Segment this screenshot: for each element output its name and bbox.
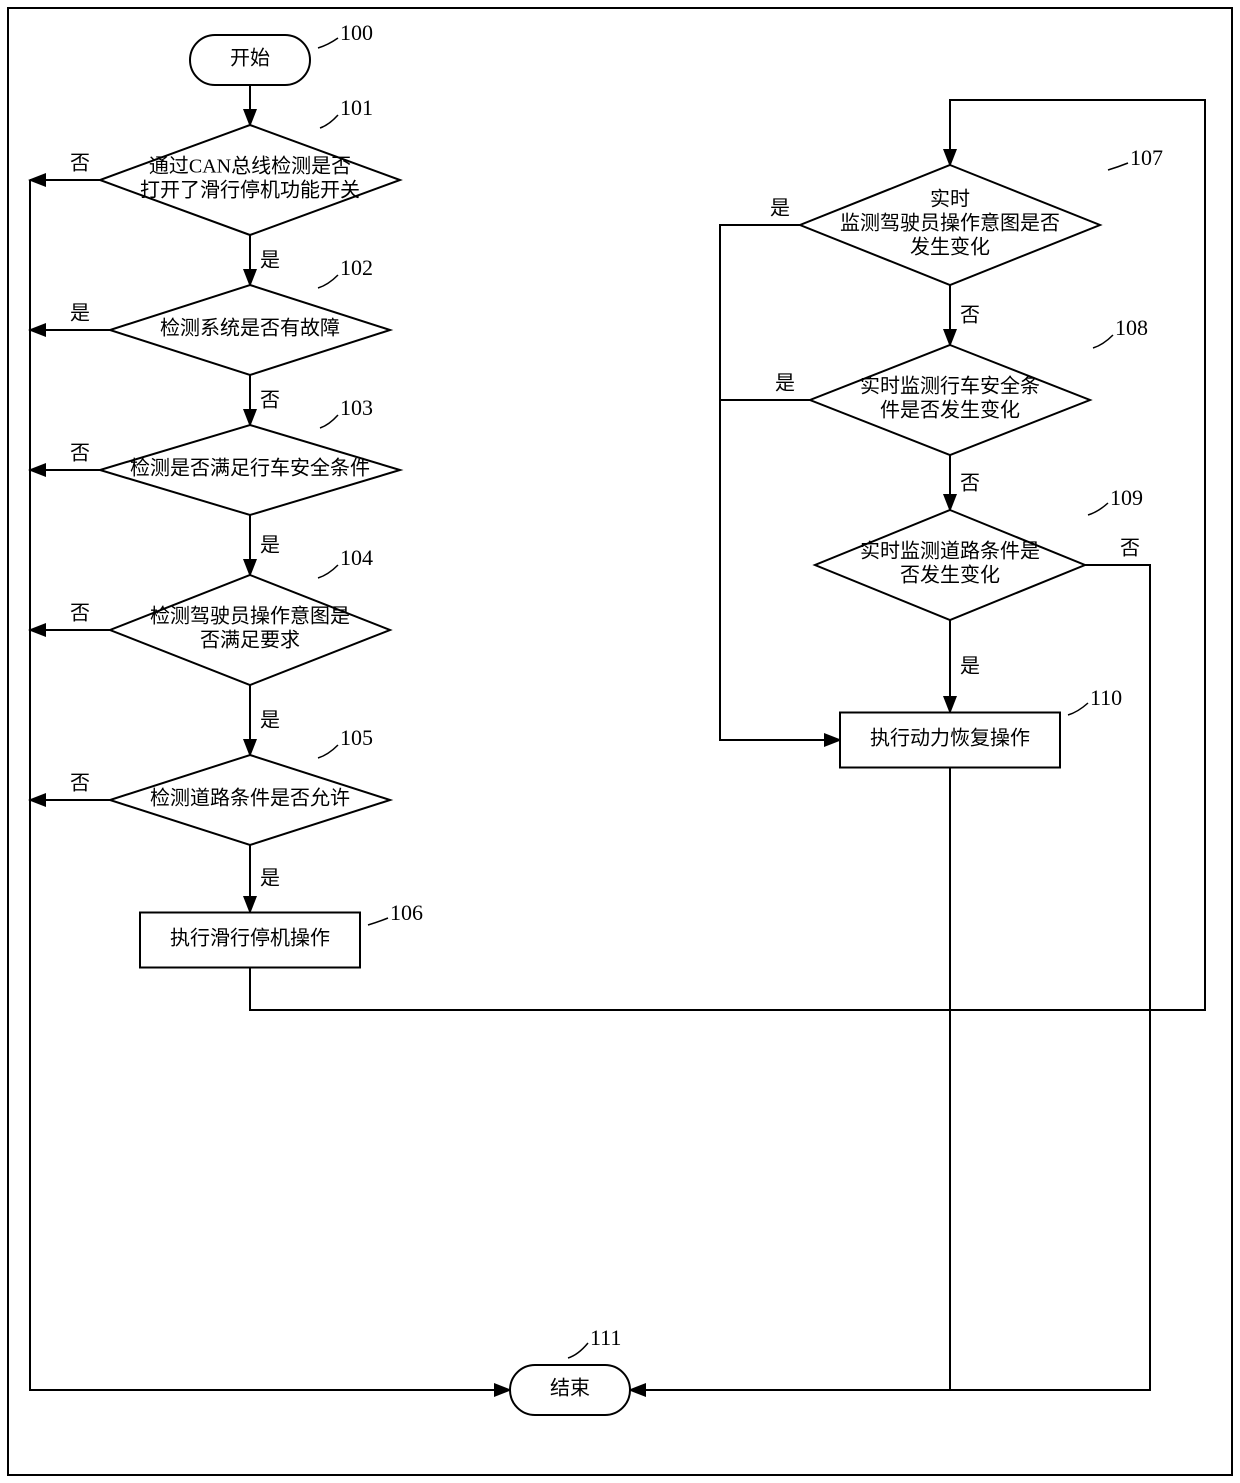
svg-text:102: 102 [340,255,373,280]
svg-text:是: 是 [260,250,280,272]
svg-text:101: 101 [340,95,373,120]
svg-text:是: 是 [260,710,280,732]
svg-text:监测驾驶员操作意图是否: 监测驾驶员操作意图是否 [840,212,1060,235]
svg-text:打开了滑行停机功能开关: 打开了滑行停机功能开关 [140,179,360,202]
svg-text:开始: 开始 [230,47,270,70]
svg-text:是: 是 [70,303,90,325]
svg-text:否: 否 [70,773,90,795]
svg-text:108: 108 [1115,315,1148,340]
svg-text:是: 是 [260,868,280,890]
svg-text:检测系统是否有故障: 检测系统是否有故障 [160,317,340,340]
svg-text:是: 是 [960,656,980,678]
svg-text:否: 否 [960,473,980,495]
svg-text:是: 是 [775,373,795,395]
svg-text:否发生变化: 否发生变化 [900,564,1000,587]
svg-text:是: 是 [260,535,280,557]
svg-text:106: 106 [390,900,423,925]
svg-text:实时监测道路条件是: 实时监测道路条件是 [860,540,1040,563]
flowchart-canvas: 是否是是是否是否否否否否是是是否开始1001011021031041051061… [0,0,1240,1483]
svg-text:111: 111 [590,1325,621,1350]
svg-text:否: 否 [70,153,90,175]
svg-text:件是否发生变化: 件是否发生变化 [880,399,1020,422]
svg-text:检测驾驶员操作意图是: 检测驾驶员操作意图是 [150,605,350,628]
svg-text:否: 否 [70,603,90,625]
svg-text:107: 107 [1130,145,1163,170]
svg-text:通过CAN总线检测是否: 通过CAN总线检测是否 [149,155,351,178]
svg-text:109: 109 [1110,485,1143,510]
svg-text:100: 100 [340,20,373,45]
svg-text:103: 103 [340,395,373,420]
svg-text:104: 104 [340,545,373,570]
svg-text:否: 否 [960,305,980,327]
svg-text:执行动力恢复操作: 执行动力恢复操作 [870,727,1030,750]
svg-text:发生变化: 发生变化 [910,236,990,259]
n110: 110 [840,685,1122,767]
svg-text:检测道路条件是否允许: 检测道路条件是否允许 [150,787,350,810]
svg-text:105: 105 [340,725,373,750]
svg-text:否: 否 [260,390,280,412]
svg-text:否: 否 [70,443,90,465]
svg-text:执行滑行停机操作: 执行滑行停机操作 [170,927,330,950]
svg-text:110: 110 [1090,685,1122,710]
svg-text:实时: 实时 [930,188,970,211]
svg-text:否满足要求: 否满足要求 [200,629,300,652]
n100: 开始 100 [190,20,373,85]
svg-text:实时监测行车安全条: 实时监测行车安全条 [860,375,1040,398]
n111: 结束 111 [510,1325,630,1415]
svg-text:检测是否满足行车安全条件: 检测是否满足行车安全条件 [130,457,370,480]
svg-text:结束: 结束 [550,1377,590,1400]
svg-text:是: 是 [770,198,790,220]
svg-text:否: 否 [1120,538,1140,560]
